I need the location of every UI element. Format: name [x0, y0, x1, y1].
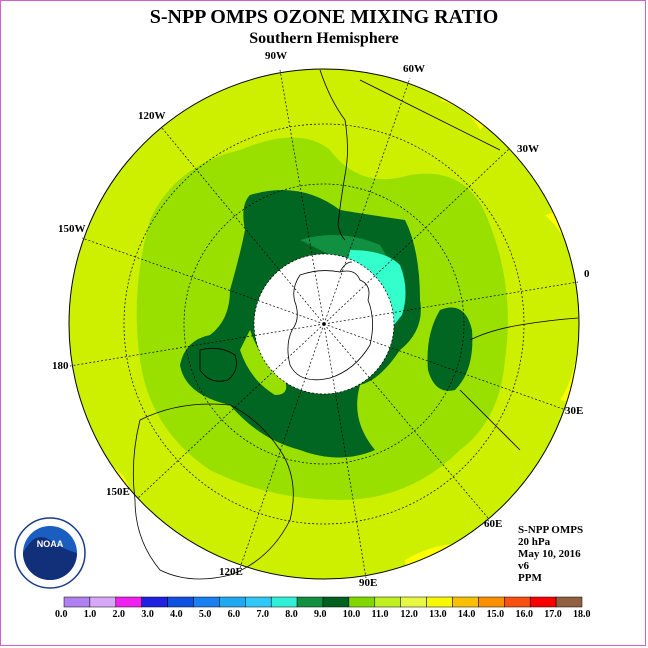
- colorbar-tick-2: 2.0: [112, 609, 126, 620]
- colorbar-tick-10: 10.0: [342, 609, 361, 620]
- colorbar-tick-12: 12.0: [400, 609, 418, 620]
- new-zealand-coast: [199, 347, 237, 382]
- meridian-90w: [279, 69, 325, 325]
- colorbar-tick-11: 11.0: [371, 609, 389, 620]
- south-america-coast-west: [319, 69, 348, 241]
- colorbar-swatch-12: [374, 596, 401, 608]
- meridian-150e: [137, 323, 325, 499]
- colorbar-swatch-19: [555, 596, 583, 608]
- colorbar-tick-18: 18.0: [573, 609, 591, 620]
- info-level: 20 hPa: [518, 536, 551, 548]
- antarctica-coast: [287, 270, 373, 381]
- colorbar-swatch-10: [322, 596, 350, 608]
- colorbar-swatch-8: [270, 596, 298, 608]
- lat-circle-3: [123, 123, 525, 525]
- meridian-30w: [323, 147, 511, 325]
- colorbar-tick-8: 8.0: [285, 609, 298, 620]
- meridian-150w: [81, 237, 325, 325]
- lon-label-30w: 30W: [517, 143, 539, 155]
- colorbar-swatch-7: [245, 596, 272, 608]
- lon-label-0: 0: [584, 268, 590, 280]
- colorbar-swatch-0: [63, 596, 91, 608]
- south-pole-marker: [322, 322, 326, 326]
- meridian-120e: [239, 323, 325, 569]
- south-america-coast-east: [359, 79, 501, 151]
- colorbar-swatch-1: [89, 596, 117, 608]
- colorbar-tick-4: 4.0: [170, 609, 183, 620]
- field-level-10-east: [427, 307, 473, 391]
- noaa-logo-wave: [23, 536, 77, 580]
- colorbar-tick-17: 17.0: [544, 609, 562, 620]
- madagascar-region-coast: [459, 389, 521, 451]
- colorbar-swatch-2: [115, 596, 142, 608]
- colorbar-tick-16: 16.0: [515, 609, 533, 620]
- info-date: May 10, 2016: [518, 548, 581, 560]
- colorbar-swatch-6: [219, 596, 246, 608]
- colorbar-swatch-4: [167, 596, 194, 608]
- latitude-circles: [123, 123, 525, 525]
- meridian-90e: [323, 323, 367, 579]
- colorbar-swatch-14: [426, 596, 453, 608]
- coastlines: [132, 69, 579, 580]
- colorbar: [63, 596, 583, 608]
- lat-circle-2: [183, 183, 465, 465]
- lon-label-60w: 60W: [403, 63, 425, 75]
- lat-circle-1: [253, 253, 395, 395]
- colorbar-tick-5: 5.0: [198, 609, 212, 620]
- lon-label-90e: 90E: [359, 577, 378, 589]
- lon-label-120w: 120W: [138, 110, 166, 122]
- lon-label-90w: 90W: [265, 50, 287, 62]
- colorbar-tick-0: 0.0: [55, 609, 68, 620]
- colorbar-tick-13: 13.0: [429, 609, 447, 620]
- colorbar-swatch-16: [478, 596, 505, 608]
- lon-label-150w: 150W: [58, 223, 86, 235]
- field-level-11-inner: [240, 330, 287, 395]
- colorbar-swatch-15: [452, 596, 479, 608]
- info-version: v6: [518, 560, 529, 572]
- map-title: S-NPP OMPS OZONE MIXING RATIO: [149, 6, 499, 28]
- ozone-field: [69, 69, 579, 579]
- colorbar-tick-3: 3.0: [141, 609, 154, 620]
- info-instrument: S-NPP OMPS: [518, 524, 584, 536]
- meridian-30e: [323, 323, 567, 411]
- colorbar-swatch-3: [141, 596, 168, 608]
- australia-coast: [132, 403, 294, 580]
- meridian-0: [323, 281, 579, 325]
- lon-label-180: 180: [52, 360, 69, 372]
- noaa-logo-text: NOAA: [37, 539, 64, 549]
- colorbar-tick-1: 1.0: [83, 609, 97, 620]
- antarctic-peninsula: [339, 261, 353, 273]
- colorbar-swatch-9: [296, 596, 324, 608]
- africa-coast: [469, 317, 579, 341]
- lon-label-120e: 120E: [219, 566, 243, 578]
- info-units: PPM: [518, 572, 542, 584]
- meridian-60w: [323, 77, 411, 325]
- info-block: S-NPP OMPS 20 hPa May 10, 2016 v6 PPM: [518, 524, 583, 584]
- lon-label-60e: 60E: [484, 518, 503, 530]
- lon-label-150e: 150E: [106, 486, 130, 498]
- lon-label-30e: 30E: [565, 405, 584, 417]
- colorbar-tick-9: 9.0: [314, 609, 327, 620]
- colorbar-tick-6: 6.0: [227, 609, 241, 620]
- noaa-logo: NOAA: [14, 517, 86, 589]
- meridian-180: [69, 323, 325, 367]
- colorbar-tick-15: 15.0: [486, 609, 505, 620]
- colorbar-tick-7: 7.0: [256, 609, 269, 620]
- colorbar-swatch-18: [529, 596, 557, 608]
- meridians: [69, 69, 579, 579]
- colorbar-swatch-11: [348, 596, 376, 608]
- colorbar-swatch-5: [193, 596, 220, 608]
- map-subtitle: Southern Hemisphere: [249, 30, 399, 47]
- colorbar-swatch-17: [504, 596, 531, 608]
- colorbar-swatch-13: [400, 596, 427, 608]
- map-boundary: [68, 68, 580, 580]
- colorbar-tick-14: 14.0: [457, 609, 476, 620]
